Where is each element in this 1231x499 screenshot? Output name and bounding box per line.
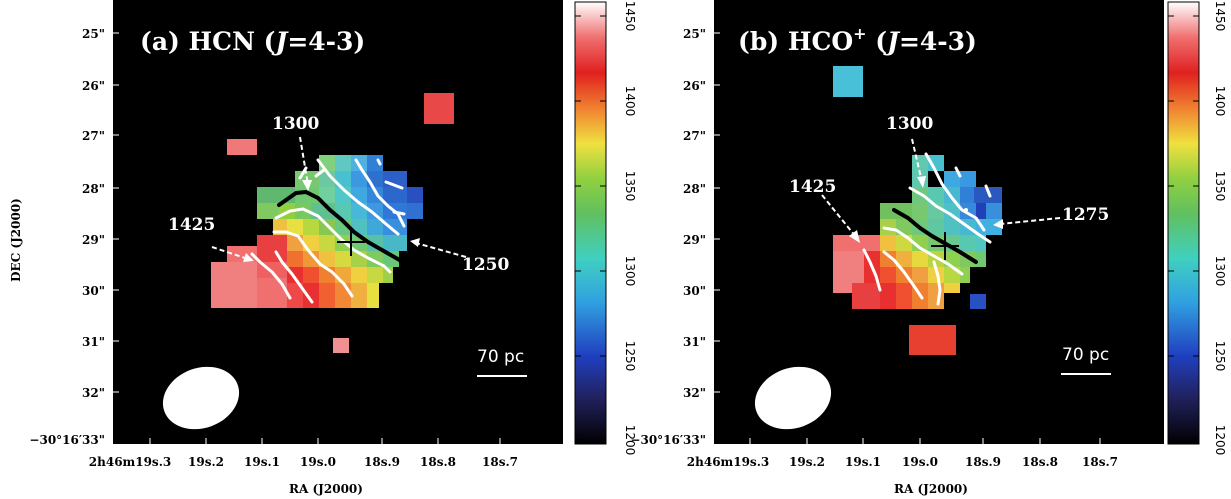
center-marker-a <box>337 228 365 256</box>
dec-tick-labels-b: 25" 26" 27" 28" 29" 30" 31" 32" −30°16′3… <box>630 27 706 447</box>
contour-label-1425-b: 1425 <box>789 177 836 197</box>
y-axis-label: DEC (J2000) <box>9 198 23 282</box>
svg-text:29": 29" <box>683 233 706 247</box>
svg-text:−30°16′33": −30°16′33" <box>29 433 105 447</box>
arrowheads-a <box>243 180 420 262</box>
colorbar-tick-label-b: 1300 <box>1213 256 1227 287</box>
colorbar-tick-label-b: 1200 <box>1213 425 1227 456</box>
beam-ellipse-a <box>162 366 240 430</box>
svg-text:−30°16′33": −30°16′33" <box>630 433 706 447</box>
colorbar-tick-label-b: 1350 <box>1213 171 1227 202</box>
svg-text:26": 26" <box>82 79 105 93</box>
svg-text:29": 29" <box>82 233 105 247</box>
contour-label-1425-a: 1425 <box>168 215 215 235</box>
svg-text:31": 31" <box>683 335 706 349</box>
ra-tick-labels-b: 2h46m19s.3 19s.2 19s.1 19s.0 18s.9 18s.8… <box>687 455 1118 469</box>
contour-label-1250-a: 1250 <box>462 255 509 275</box>
colorbar-tick-label-b: 1400 <box>1213 86 1227 117</box>
colorbar-tick-label-a: 1400 <box>623 86 637 117</box>
svg-text:26": 26" <box>683 79 706 93</box>
svg-text:19s.2: 19s.2 <box>789 455 825 469</box>
svg-text:19s.1: 19s.1 <box>845 455 881 469</box>
colorbar-tick-label-a: 1450 <box>623 1 637 32</box>
svg-text:19s.1: 19s.1 <box>244 455 280 469</box>
svg-text:32": 32" <box>683 386 706 400</box>
scale-bar-label-a: 70 pc <box>477 347 524 367</box>
colorbar-tick-label-a: 1200 <box>623 425 637 456</box>
axis-ticks-b <box>714 32 1101 444</box>
svg-text:19s.2: 19s.2 <box>188 455 224 469</box>
panel-title-a: (a) HCN (J=4-3) <box>140 27 365 56</box>
beam-ellipse-b <box>754 366 832 430</box>
x-axis-label-b: RA (J2000) <box>894 482 968 496</box>
colorbar-tick-label-b: 1450 <box>1213 1 1227 32</box>
svg-text:18s.7: 18s.7 <box>482 455 518 469</box>
svg-text:27": 27" <box>683 129 706 143</box>
contours-a <box>250 158 406 304</box>
svg-text:30": 30" <box>683 284 706 298</box>
svg-text:28": 28" <box>683 182 706 196</box>
svg-text:25": 25" <box>683 27 706 41</box>
peak-dot-b <box>964 208 968 212</box>
panel-title-b: (b) HCO+ (J=4-3) <box>738 24 977 56</box>
colorbar-ticks-a <box>575 15 606 441</box>
panel-a: 1300 1425 1250 (a) HCN (J=4-3) 70 pc 145… <box>113 0 637 455</box>
svg-text:18s.8: 18s.8 <box>420 455 456 469</box>
svg-text:19s.0: 19s.0 <box>902 455 938 469</box>
scale-bar-label-b: 70 pc <box>1062 345 1109 365</box>
annotation-arrows-b <box>821 138 1061 238</box>
contours-b <box>862 152 992 306</box>
colorbar-tick-label-a: 1250 <box>623 341 637 372</box>
colorbar-tick-label-b: 1250 <box>1213 341 1227 372</box>
svg-text:2h46m19s.3: 2h46m19s.3 <box>89 455 171 469</box>
svg-text:18s.7: 18s.7 <box>1082 455 1118 469</box>
panel-b: 1300 1425 1275 (b) HCO+ (J=4-3) 70 pc 14… <box>714 0 1227 455</box>
colorbar-tick-label-a: 1300 <box>623 256 637 287</box>
svg-text:19s.0: 19s.0 <box>300 455 336 469</box>
colorbar-a <box>574 1 607 445</box>
svg-text:25": 25" <box>82 27 105 41</box>
svg-text:28": 28" <box>82 182 105 196</box>
svg-text:27": 27" <box>82 129 105 143</box>
svg-text:2h46m19s.3: 2h46m19s.3 <box>687 455 769 469</box>
colorbar-tick-label-a: 1350 <box>623 171 637 202</box>
contour-label-1300-b: 1300 <box>886 114 933 134</box>
dec-tick-labels-a: 25" 26" 27" 28" 29" 30" 31" 32" −30°16′3… <box>29 27 105 447</box>
arrowheads-b <box>849 176 1003 243</box>
center-marker-b <box>931 232 959 260</box>
axis-ticks-a <box>113 32 501 444</box>
svg-text:18s.9: 18s.9 <box>364 455 400 469</box>
colorbar-ticks-b <box>1168 15 1199 441</box>
ra-tick-labels-a: 2h46m19s.3 19s.2 19s.1 19s.0 18s.9 18s.8… <box>89 455 518 469</box>
svg-text:32": 32" <box>82 386 105 400</box>
svg-text:31": 31" <box>82 335 105 349</box>
svg-text:30": 30" <box>82 284 105 298</box>
x-axis-label-a: RA (J2000) <box>289 482 363 496</box>
svg-text:18s.9: 18s.9 <box>965 455 1001 469</box>
colorbar-b <box>1167 1 1200 445</box>
contour-label-1275-b: 1275 <box>1062 205 1109 225</box>
annotation-arrows-a <box>211 136 467 260</box>
contour-label-1300-a: 1300 <box>272 114 319 134</box>
svg-text:18s.8: 18s.8 <box>1022 455 1058 469</box>
